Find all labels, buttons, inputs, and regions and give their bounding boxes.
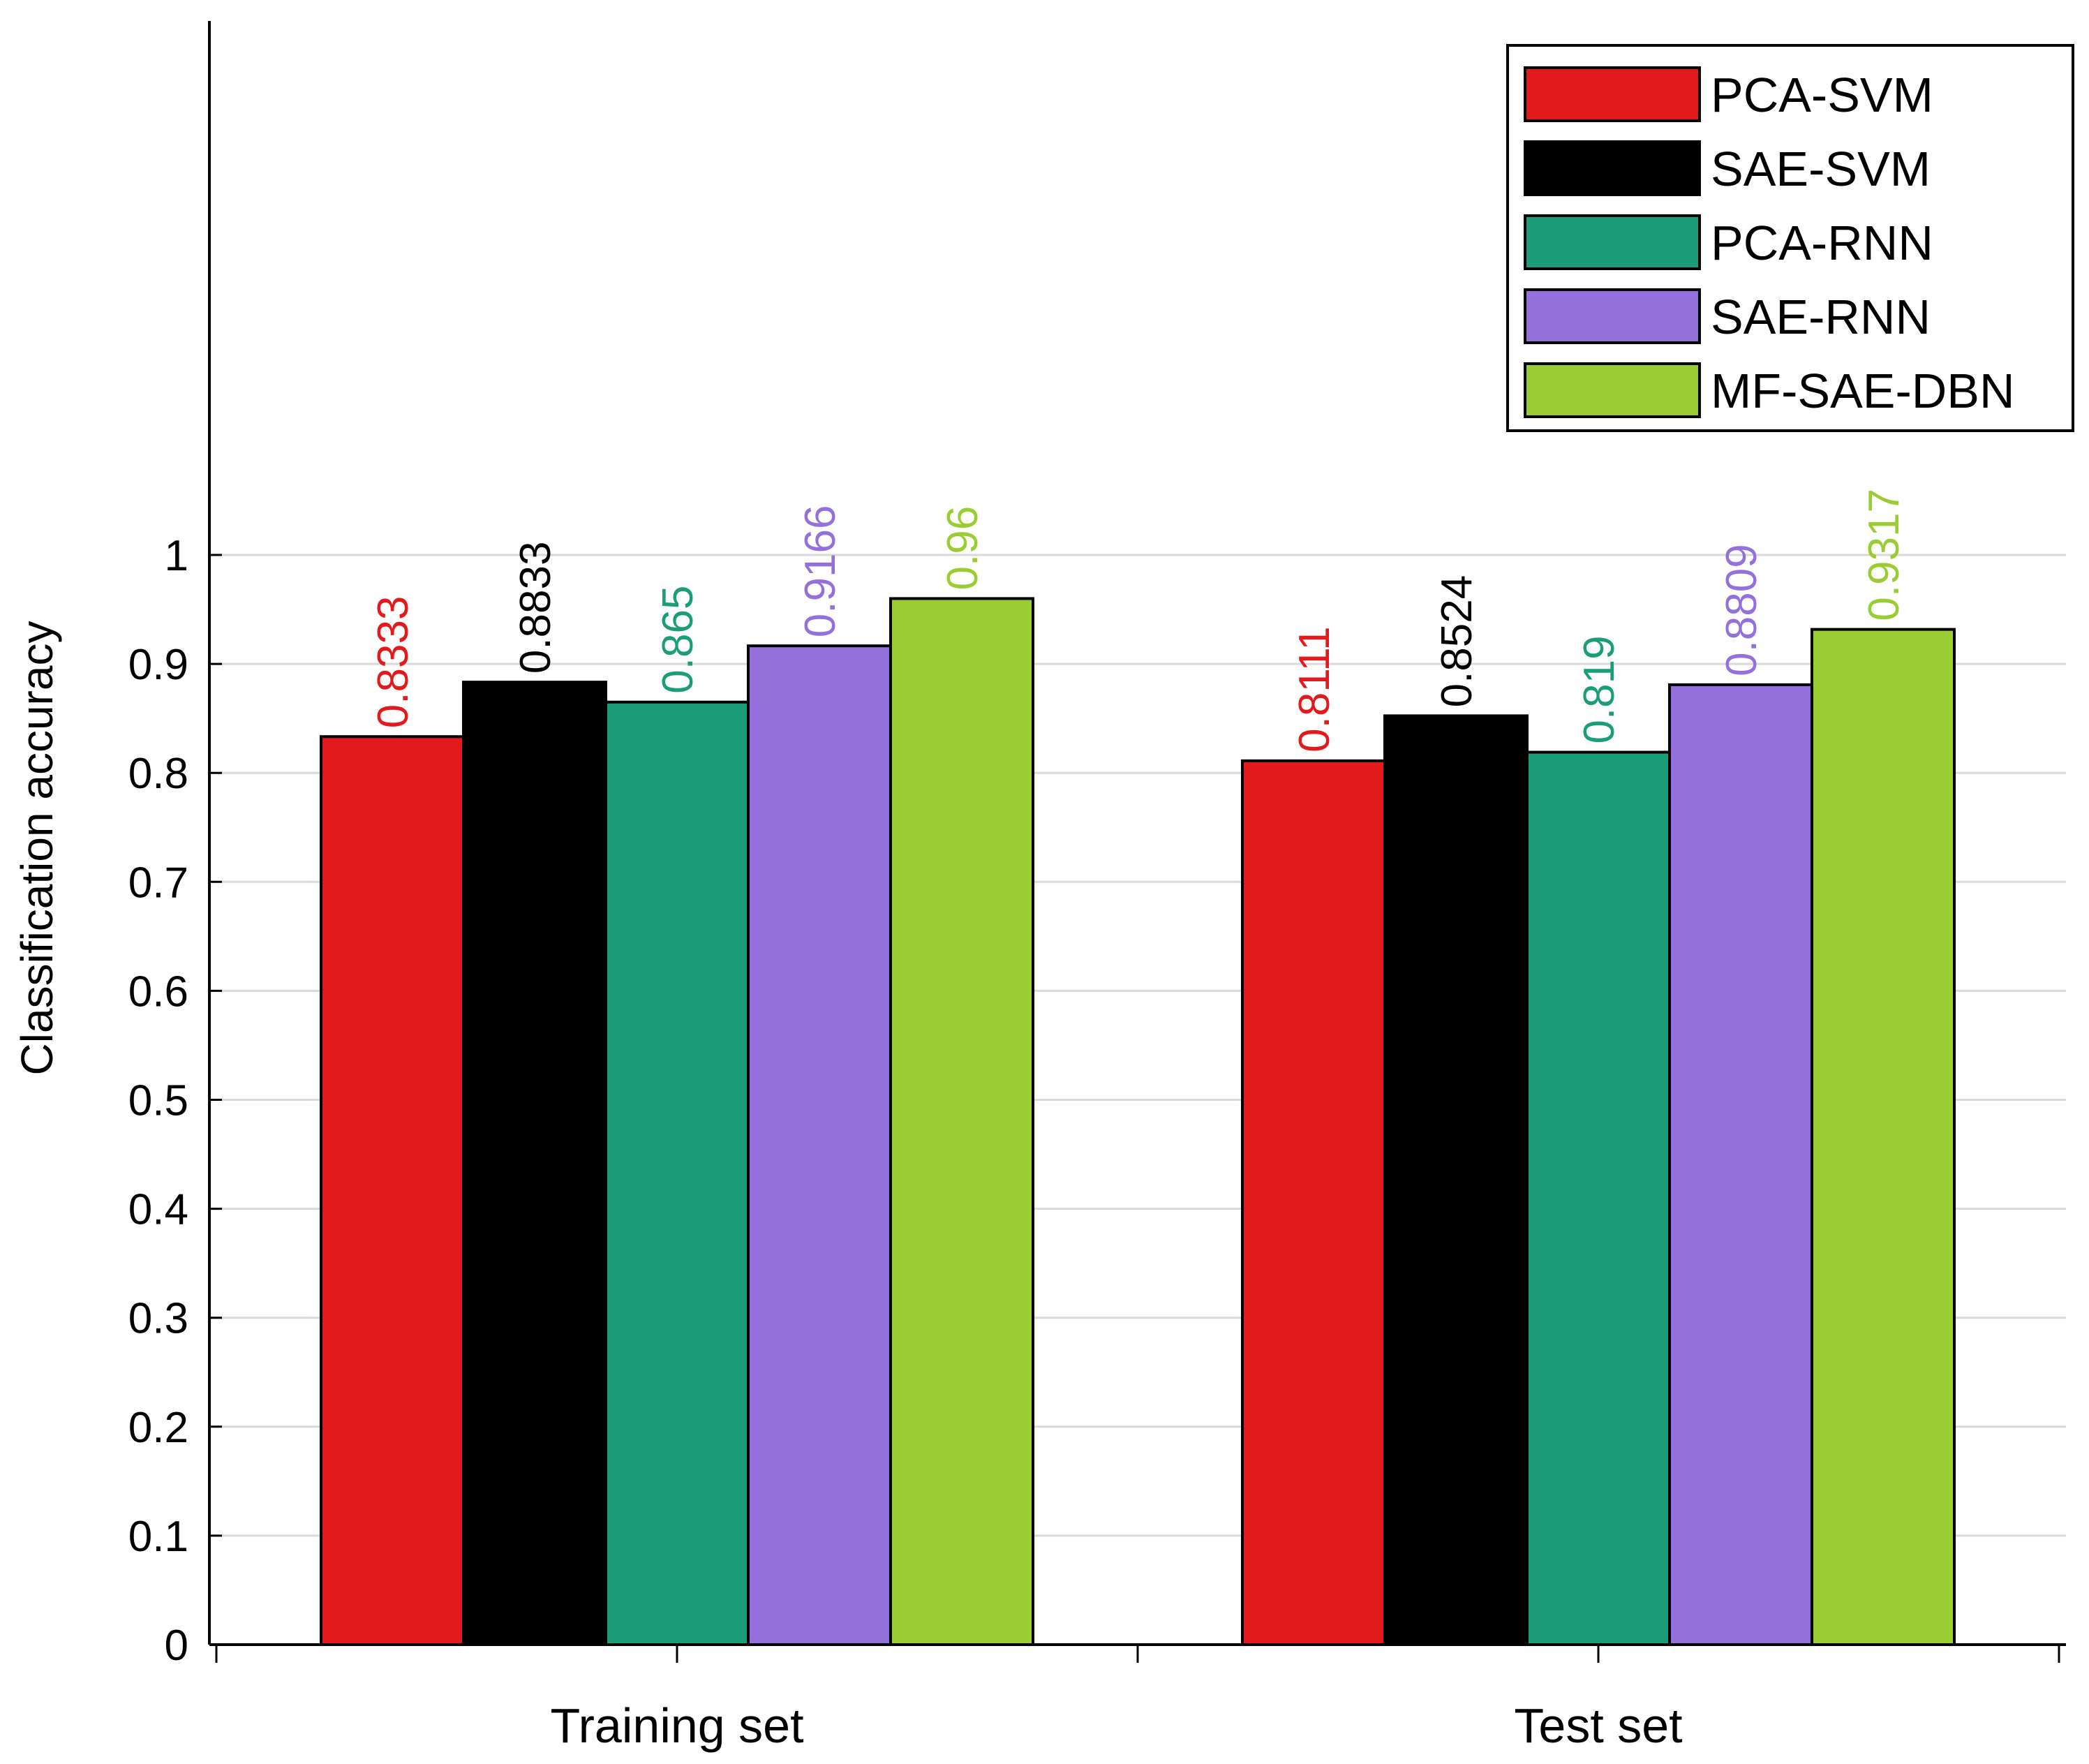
legend-label: SAE-SVM (1711, 142, 1931, 196)
bar-value-label: 0.8833 (512, 542, 560, 674)
bar-value-label: 0.819 (1575, 635, 1623, 743)
y-tick-label: 0.9 (128, 641, 188, 689)
bar-value-label: 0.8524 (1433, 575, 1481, 708)
y-tick-label: 0.7 (128, 859, 188, 907)
bar-sae-svm-training (462, 681, 607, 1646)
y-tick-label: 0.4 (128, 1186, 188, 1234)
legend-swatch (1524, 66, 1701, 122)
legend-label: PCA-SVM (1711, 68, 1933, 122)
bar-mf-sae-dbn-test (1811, 628, 1956, 1646)
legend-label: SAE-RNN (1711, 290, 1931, 344)
y-ticks: 0 0.1 0.2 0.3 0.4 0.5 0.6 0.7 0.8 0.9 1 (128, 532, 222, 1670)
bar-value-label: 0.8809 (1718, 544, 1766, 676)
bar-pca-svm-test (1241, 759, 1386, 1646)
y-tick-label: 0.8 (128, 750, 188, 798)
bars (320, 597, 1956, 1647)
x-ticks: Training set Test set (215, 1645, 2060, 1753)
legend-swatch (1524, 214, 1701, 270)
legend: PCA-SVM SAE-SVM PCA-RNN SAE-RNN MF-SAE-DBN (1506, 44, 2074, 432)
x-category-label: Test set (1514, 1698, 1682, 1753)
legend-label: PCA-RNN (1711, 216, 1933, 270)
y-tick-label: 0.6 (128, 968, 188, 1016)
y-axis-label: Classification accuracy (12, 621, 62, 1076)
bar-pca-rnn-training (604, 700, 750, 1646)
y-tick-label: 0.1 (128, 1513, 188, 1561)
bar-mf-sae-dbn-training (889, 597, 1034, 1647)
bar-sae-rnn-test (1668, 683, 1813, 1647)
legend-swatch (1524, 362, 1701, 418)
y-tick-label: 0.5 (128, 1077, 188, 1125)
y-tick-label: 1 (165, 532, 188, 580)
bar-sae-rnn-training (747, 644, 892, 1646)
bar-pca-svm-training (320, 735, 465, 1646)
legend-swatch (1524, 288, 1701, 344)
bar-value-label: 0.8333 (369, 596, 417, 729)
bar-value-label: 0.96 (939, 506, 987, 591)
bar-value-label: 0.9317 (1860, 489, 1908, 621)
bar-value-labels: 0.8333 0.8833 0.865 0.9166 0.96 0.8111 0.8524 0… (369, 489, 1908, 753)
y-tick-label: 0.2 (128, 1404, 188, 1452)
bar-value-label: 0.865 (654, 586, 702, 694)
bar-sae-svm-test (1383, 714, 1529, 1646)
legend-swatch (1524, 140, 1701, 196)
bar-value-label: 0.9166 (796, 505, 845, 638)
bar-pca-rnn-test (1526, 750, 1671, 1646)
y-tick-label: 0 (165, 1622, 188, 1670)
bar-value-label: 0.8111 (1291, 626, 1339, 752)
x-category-label: Training set (550, 1698, 803, 1753)
legend-label: MF-SAE-DBN (1711, 364, 2015, 418)
y-tick-label: 0.3 (128, 1295, 188, 1343)
